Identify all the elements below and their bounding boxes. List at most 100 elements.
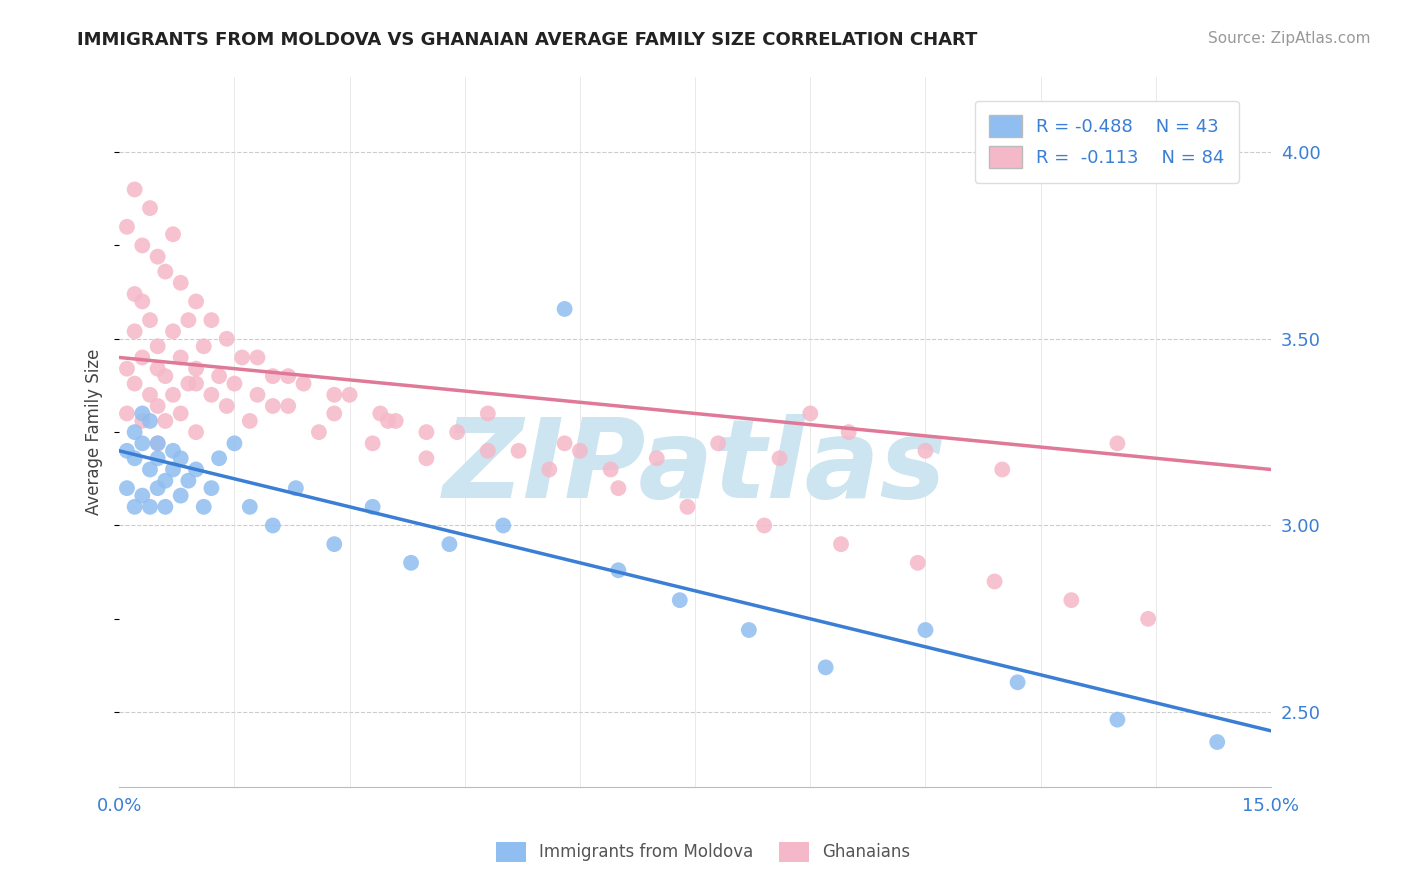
- Point: [131, 238, 153, 252]
- Point: [668, 593, 690, 607]
- Point: [162, 324, 184, 338]
- Point: [308, 425, 330, 439]
- Text: IMMIGRANTS FROM MOLDOVA VS GHANAIAN AVERAGE FAMILY SIZE CORRELATION CHART: IMMIGRANTS FROM MOLDOVA VS GHANAIAN AVER…: [77, 31, 977, 49]
- Point: [323, 388, 346, 402]
- Point: [200, 481, 222, 495]
- Point: [177, 313, 200, 327]
- Point: [830, 537, 852, 551]
- Point: [262, 399, 284, 413]
- Point: [177, 474, 200, 488]
- Point: [115, 443, 138, 458]
- Point: [554, 436, 576, 450]
- Point: [146, 339, 169, 353]
- Point: [155, 264, 177, 278]
- Point: [277, 369, 299, 384]
- Point: [155, 474, 177, 488]
- Point: [200, 313, 222, 327]
- Point: [146, 451, 169, 466]
- Point: [184, 425, 207, 439]
- Point: [139, 414, 162, 428]
- Point: [131, 436, 153, 450]
- Point: [184, 376, 207, 391]
- Point: [707, 436, 730, 450]
- Point: [292, 376, 315, 391]
- Point: [1060, 593, 1083, 607]
- Point: [131, 407, 153, 421]
- Point: [361, 500, 384, 514]
- Point: [131, 489, 153, 503]
- Point: [131, 294, 153, 309]
- Point: [361, 436, 384, 450]
- Point: [492, 518, 515, 533]
- Point: [170, 407, 193, 421]
- Point: [124, 287, 146, 301]
- Point: [1107, 713, 1129, 727]
- Point: [215, 399, 238, 413]
- Point: [907, 556, 929, 570]
- Point: [146, 361, 169, 376]
- Point: [239, 414, 262, 428]
- Point: [738, 623, 761, 637]
- Point: [607, 481, 630, 495]
- Text: Source: ZipAtlas.com: Source: ZipAtlas.com: [1208, 31, 1371, 46]
- Point: [146, 436, 169, 450]
- Point: [184, 294, 207, 309]
- Point: [323, 407, 346, 421]
- Point: [155, 500, 177, 514]
- Point: [231, 351, 253, 365]
- Point: [477, 407, 499, 421]
- Point: [139, 201, 162, 215]
- Point: [799, 407, 821, 421]
- Point: [477, 443, 499, 458]
- Point: [262, 518, 284, 533]
- Point: [162, 443, 184, 458]
- Point: [139, 500, 162, 514]
- Point: [991, 462, 1014, 476]
- Point: [1137, 612, 1160, 626]
- Point: [146, 481, 169, 495]
- Point: [146, 399, 169, 413]
- Point: [124, 182, 146, 196]
- Point: [983, 574, 1005, 589]
- Point: [162, 388, 184, 402]
- Point: [115, 407, 138, 421]
- Point: [115, 361, 138, 376]
- Point: [155, 414, 177, 428]
- Point: [768, 451, 790, 466]
- Point: [645, 451, 668, 466]
- Point: [115, 219, 138, 234]
- Point: [284, 481, 307, 495]
- Point: [193, 339, 215, 353]
- Point: [208, 451, 231, 466]
- Point: [155, 369, 177, 384]
- Point: [384, 414, 406, 428]
- Point: [131, 351, 153, 365]
- Point: [277, 399, 299, 413]
- Point: [554, 301, 576, 316]
- Point: [170, 489, 193, 503]
- Point: [124, 500, 146, 514]
- Point: [508, 443, 530, 458]
- Point: [124, 451, 146, 466]
- Point: [139, 462, 162, 476]
- Point: [568, 443, 591, 458]
- Point: [193, 500, 215, 514]
- Point: [124, 425, 146, 439]
- Point: [814, 660, 837, 674]
- Point: [754, 518, 776, 533]
- Point: [177, 376, 200, 391]
- Point: [914, 443, 936, 458]
- Point: [370, 407, 392, 421]
- Text: ZIPatlas: ZIPatlas: [443, 414, 948, 521]
- Point: [1206, 735, 1229, 749]
- Point: [224, 376, 246, 391]
- Point: [146, 250, 169, 264]
- Point: [124, 376, 146, 391]
- Point: [339, 388, 361, 402]
- Point: [162, 462, 184, 476]
- Point: [115, 481, 138, 495]
- Point: [224, 436, 246, 450]
- Y-axis label: Average Family Size: Average Family Size: [86, 349, 103, 516]
- Point: [599, 462, 621, 476]
- Point: [139, 313, 162, 327]
